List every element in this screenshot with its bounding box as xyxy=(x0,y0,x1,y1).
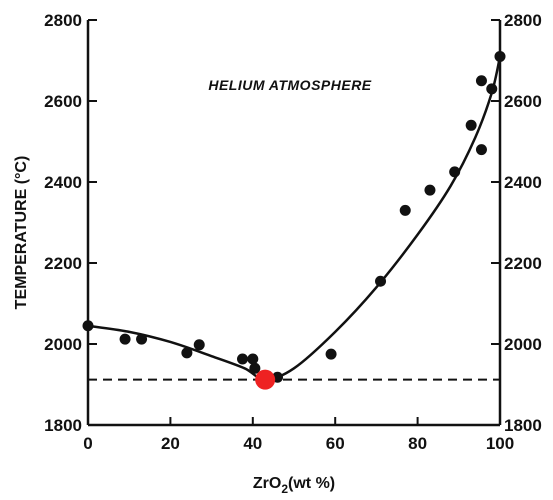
y-tick-label-left: 2800 xyxy=(44,11,82,30)
data-point xyxy=(486,83,498,95)
data-point xyxy=(249,362,261,374)
y-tick-label-right: 2600 xyxy=(504,92,542,111)
y-tick-label-right: 2400 xyxy=(504,173,542,192)
y-tick-label-left: 2600 xyxy=(44,92,82,111)
x-tick-label: 40 xyxy=(243,434,262,453)
data-point xyxy=(82,320,94,332)
data-point xyxy=(465,119,477,131)
y-tick-label-left: 2200 xyxy=(44,254,82,273)
x-tick-label: 100 xyxy=(486,434,514,453)
y-tick-label-left: 2000 xyxy=(44,335,82,354)
data-point xyxy=(119,333,131,345)
y-tick-label-right: 2800 xyxy=(504,11,542,30)
data-point xyxy=(247,353,259,365)
data-point xyxy=(193,339,205,351)
x-tick-label: 20 xyxy=(161,434,180,453)
y-tick-label-left: 2400 xyxy=(44,173,82,192)
x-tick-label: 80 xyxy=(408,434,427,453)
data-point xyxy=(325,348,337,360)
data-point xyxy=(494,50,506,62)
y-tick-label-right: 1800 xyxy=(504,416,542,435)
data-point xyxy=(475,144,487,156)
x-tick-label: 60 xyxy=(326,434,345,453)
data-point xyxy=(181,347,193,359)
data-point xyxy=(475,75,487,87)
axes xyxy=(86,19,502,427)
y-tick-label-right: 2000 xyxy=(504,335,542,354)
data-points xyxy=(82,50,506,390)
data-point xyxy=(424,184,436,196)
y-tick-label-left: 1800 xyxy=(44,416,82,435)
annotation-helium-atmosphere: HELIUM ATMOSPHERE xyxy=(208,77,371,93)
eutectic-point-marker xyxy=(255,369,276,390)
y-axis-title: TEMPERATURE (°C) xyxy=(13,156,30,310)
x-tick-label: 0 xyxy=(83,434,92,453)
data-point xyxy=(399,204,411,216)
data-point xyxy=(375,275,387,287)
data-point xyxy=(449,166,461,178)
data-point xyxy=(237,353,248,365)
x-axis-title: ZrO2(wt %) xyxy=(253,475,335,496)
labels: 1800 1800 2000 2000 2200 2200 2400 2400 2600 2600… xyxy=(13,11,542,496)
liquidus-curve xyxy=(87,56,502,381)
data-point xyxy=(136,333,148,345)
y-tick-label-right: 2200 xyxy=(504,254,542,273)
curves xyxy=(87,56,502,381)
